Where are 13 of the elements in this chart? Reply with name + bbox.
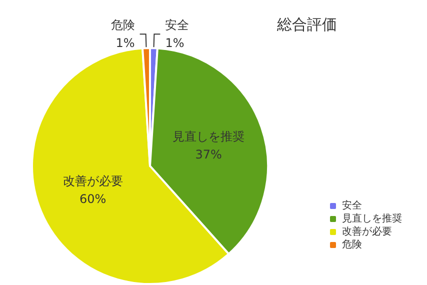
legend-label: 危険 [342, 238, 362, 250]
legend-label: 安全 [342, 200, 362, 212]
data-label: 37% [195, 148, 222, 162]
data-label: 1% [165, 36, 184, 50]
legend-label: 改善が必要 [342, 226, 392, 238]
data-label: 1% [116, 36, 135, 50]
slice-label: 危険 [110, 18, 135, 32]
slice-label: 安全 [165, 18, 190, 32]
slice-label: 改善が必要 [62, 174, 123, 188]
data-label: 60% [79, 192, 106, 206]
chart-title: 総合評価 [276, 16, 337, 34]
legend-label: 見直しを推奨 [342, 212, 402, 224]
slice-label: 見直しを推奨 [172, 130, 245, 144]
